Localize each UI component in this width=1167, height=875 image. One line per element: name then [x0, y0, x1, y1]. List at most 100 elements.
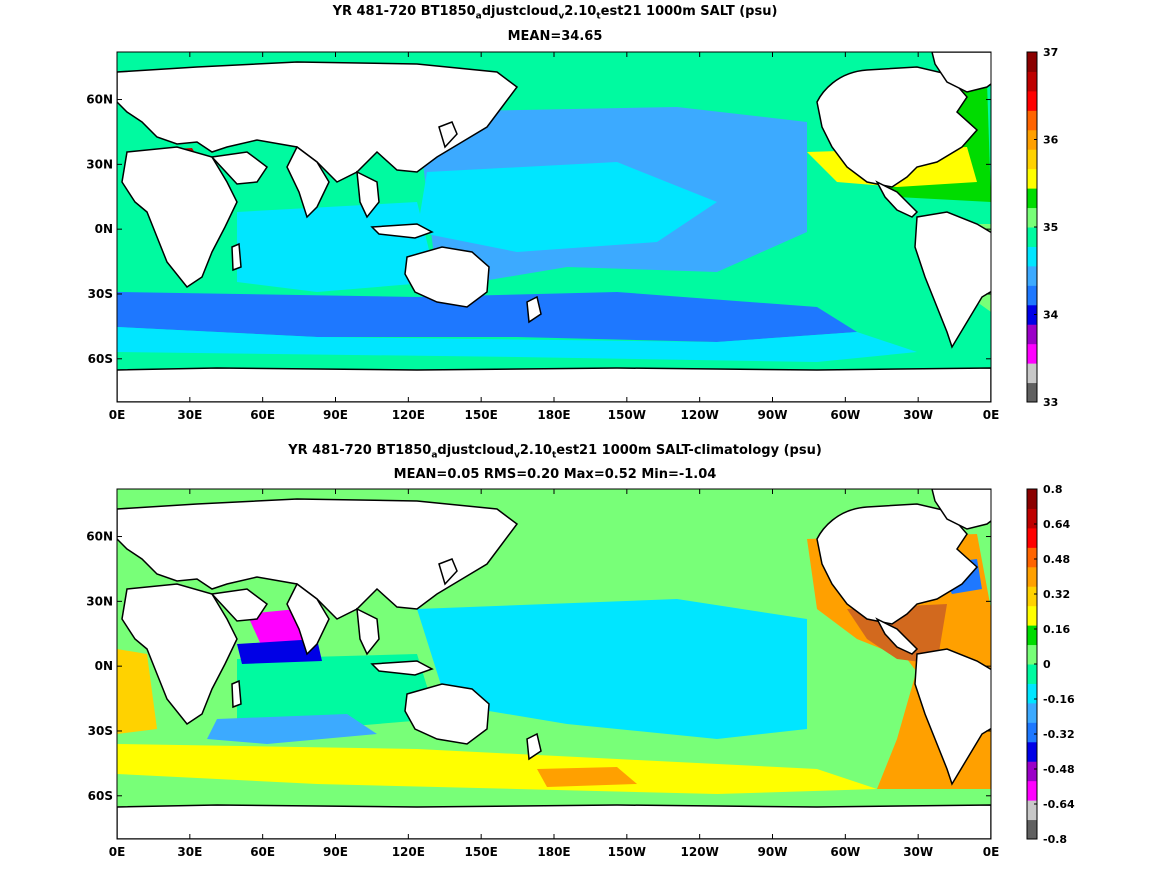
colorbar-tick-label: -0.32	[1043, 728, 1075, 741]
colorbar-swatch	[1027, 207, 1037, 228]
colorbar-swatch	[1027, 71, 1037, 92]
x-tick-label: 150E	[465, 408, 498, 422]
y-tick-label: 30S	[88, 287, 113, 301]
panel2-title: YR 481-720 BT1850adjustcloudv2.10test21 …	[288, 443, 822, 461]
colorbar-swatch	[1027, 110, 1037, 131]
colorbar-2: 0.8 0.64 0.48 0.32 0.16 0 -0.16 -0.32 -0.48 -0.64…	[1026, 483, 1075, 846]
colorbar-tick-label: 37	[1043, 46, 1058, 59]
colorbar-swatch	[1027, 508, 1037, 529]
colorbar-tick-label: 36	[1043, 134, 1059, 147]
y-tick-label: 30N	[86, 157, 113, 171]
y-tick-label: 30N	[86, 594, 113, 608]
colorbar-tick-label: 34	[1043, 309, 1059, 322]
colorbar-swatch	[1027, 90, 1037, 111]
y-tick-label: 0N	[95, 659, 113, 673]
colorbar-swatch	[1027, 129, 1037, 150]
colorbar-tick-label: 0.16	[1043, 623, 1070, 636]
colorbar-swatch	[1027, 382, 1037, 403]
southern-yellow-band	[117, 744, 877, 794]
x-tick-label: 0E	[109, 408, 126, 422]
x-tick-label: 90W	[758, 408, 788, 422]
y-tick-label: 0N	[95, 222, 113, 236]
colorbar-tick-label: -0.48	[1043, 763, 1075, 776]
colorbar-swatch	[1027, 741, 1037, 762]
x-tick-label: 90E	[323, 408, 348, 422]
africa-west-orange	[117, 649, 157, 734]
x-tick-label: 60W	[830, 408, 860, 422]
colorbar-swatch	[1027, 52, 1037, 72]
x-tick-label: 180E	[537, 845, 570, 859]
colorbar-swatch	[1027, 547, 1037, 568]
x-tick-label: 120E	[392, 845, 425, 859]
colorbar-swatch	[1027, 586, 1037, 607]
colorbar-swatch	[1027, 664, 1037, 684]
colorbar-swatch	[1027, 605, 1037, 626]
colorbar-swatch	[1027, 702, 1037, 723]
x-tick-label: 60E	[250, 845, 275, 859]
colorbar-swatch	[1027, 363, 1037, 384]
x-tick-label: 180E	[537, 408, 570, 422]
southern-orange	[537, 767, 637, 787]
arabian-sea-blue	[237, 639, 322, 664]
colorbar-swatch	[1027, 625, 1037, 646]
southern-cyan	[117, 327, 917, 362]
colorbar-swatch	[1027, 761, 1037, 782]
x-tick-label: 0E	[109, 845, 126, 859]
colorbar-tick-label: 0.64	[1043, 518, 1070, 531]
y-tick-label: 60S	[88, 352, 113, 366]
y-tick-label: 60N	[86, 93, 113, 107]
colorbar-swatch	[1027, 343, 1037, 364]
colorbar-tick-label: 0.32	[1043, 588, 1070, 601]
colorbar-swatch	[1027, 168, 1037, 189]
panel1-title: YR 481-720 BT1850adjustcloudv2.10test21 …	[332, 4, 778, 22]
colorbar-swatch	[1027, 265, 1037, 286]
colorbar-swatch	[1027, 800, 1037, 821]
x-tick-label: 150W	[608, 845, 646, 859]
colorbar-tick-label: -0.8	[1043, 833, 1067, 846]
x-tick-label: 60W	[830, 845, 860, 859]
arabian-sea-magenta	[247, 609, 307, 647]
colorbar-swatch	[1027, 819, 1037, 840]
x-tick-label: 120W	[681, 408, 719, 422]
indian-aqua	[237, 654, 437, 729]
y-tick-label: 60N	[86, 530, 113, 544]
colorbar-tick-label: 0	[1043, 658, 1051, 671]
x-tick-label: 90E	[323, 845, 348, 859]
southern-blue-band	[117, 292, 857, 342]
colorbar-swatch	[1027, 285, 1037, 306]
colorbar-tick-label: 0.8	[1043, 483, 1063, 496]
panel1-subtitle: MEAN=34.65	[507, 29, 603, 44]
map-panel-2	[117, 489, 991, 839]
indian-blue	[207, 714, 377, 744]
colorbar-swatch	[1027, 324, 1037, 345]
colorbar-swatch	[1027, 149, 1037, 170]
colorbar-tick-label: -0.64	[1043, 798, 1075, 811]
colorbar-swatch	[1027, 227, 1037, 247]
x-tick-label: 30E	[177, 408, 202, 422]
colorbar-swatch	[1027, 304, 1037, 325]
colorbar-swatch	[1027, 644, 1037, 665]
indian-cyan	[237, 202, 437, 292]
colorbar-swatch	[1027, 683, 1037, 704]
x-tick-label: 30W	[903, 408, 933, 422]
x-tick-label: 60E	[250, 408, 275, 422]
y-tick-label: 30S	[88, 724, 113, 738]
colorbar-swatch	[1027, 566, 1037, 587]
colorbar-swatch	[1027, 246, 1037, 267]
x-tick-label: 120W	[681, 845, 719, 859]
x-tick-label: 120E	[392, 408, 425, 422]
colorbar-1: 37 36 35 34 33	[1026, 46, 1059, 409]
colorbar-swatch	[1027, 489, 1037, 509]
x-tick-label: 150E	[465, 845, 498, 859]
colorbar-swatch	[1027, 780, 1037, 801]
pacific-cyan-north	[417, 162, 717, 252]
x-tick-label: 90W	[758, 845, 788, 859]
colorbar-swatch	[1027, 188, 1037, 209]
panel2-subtitle: MEAN=0.05 RMS=0.20 Max=0.52 Min=-1.04	[393, 467, 717, 482]
pacific-cyan-anom	[417, 599, 807, 739]
x-tick-label: 30W	[903, 845, 933, 859]
map-panel-1	[117, 52, 991, 402]
x-tick-label: 30E	[177, 845, 202, 859]
x-tick-label: 150W	[608, 408, 646, 422]
